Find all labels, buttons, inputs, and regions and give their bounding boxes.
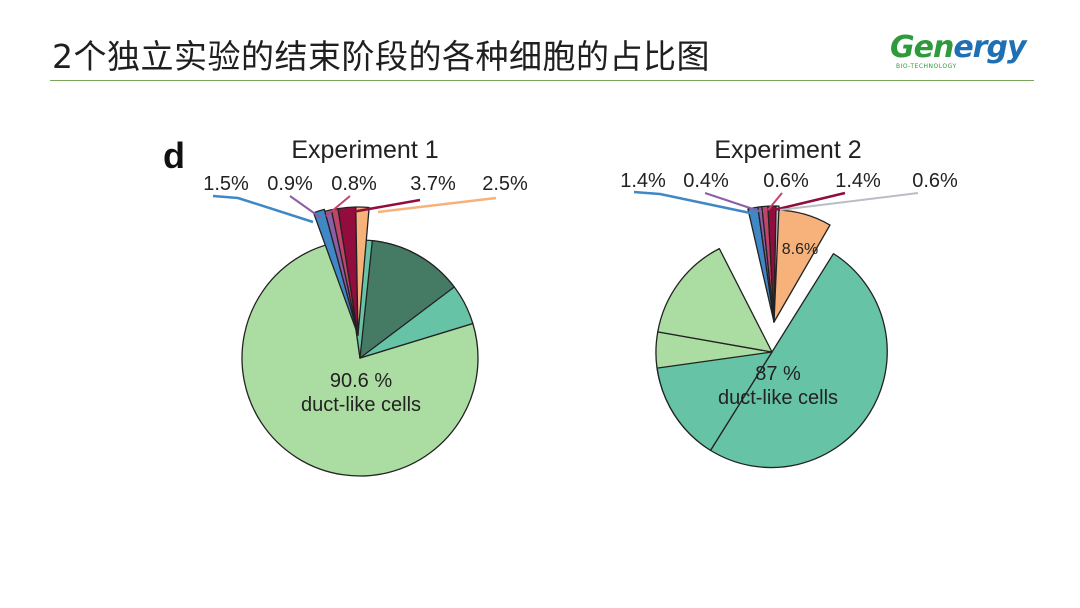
slice-label: 1.4% xyxy=(835,170,881,192)
experiment-1-chart: Experiment 1 1.5% 0.9% 0.8% 3.7% 2.5% 90… xyxy=(203,136,528,477)
leader-line-1 xyxy=(212,194,314,224)
experiment-2-leader-lines xyxy=(633,190,919,216)
title-divider xyxy=(50,80,1034,81)
leader-line-2 xyxy=(704,192,763,213)
leader-line-5 xyxy=(779,192,919,211)
inner-slice-label: 8.6% xyxy=(782,241,818,258)
slice-label: 3.7% xyxy=(410,173,456,195)
slice-extra xyxy=(657,247,773,353)
leader-line-2 xyxy=(289,195,322,219)
slice-label: 0.9% xyxy=(267,173,313,195)
chart-title: Experiment 2 xyxy=(714,136,861,164)
center-value: 87 % xyxy=(755,363,801,385)
slice-label: 1.4% xyxy=(620,170,666,192)
leader-line-4 xyxy=(351,198,421,214)
experiment-2-labels: 1.4% 0.4% 0.6% 1.4% 0.6% xyxy=(620,170,958,192)
chart-title: Experiment 1 xyxy=(291,136,438,164)
slice-main xyxy=(656,351,773,452)
slice-label: 0.6% xyxy=(912,170,958,192)
slice-small-5 xyxy=(355,206,370,336)
slice-label: 2.5% xyxy=(482,173,528,195)
center-text: duct-like cells xyxy=(718,387,838,409)
slice-main xyxy=(709,252,888,469)
slice-label: 1.5% xyxy=(203,173,249,195)
company-logo: Genergy BIO-TECHNOLOGY xyxy=(890,30,1040,76)
experiment-2-chart: Experiment 2 1.4% 0.4% 0.6% 1.4% 0.6% 8.… xyxy=(620,136,958,469)
experiment-1-slices xyxy=(241,206,479,477)
slice-label: 0.6% xyxy=(763,170,809,192)
panel-label: d xyxy=(163,135,185,176)
logo-text-accent: ergy xyxy=(953,30,1026,65)
leader-line-5 xyxy=(377,196,497,214)
experiment-1-labels: 1.5% 0.9% 0.8% 3.7% 2.5% xyxy=(203,173,528,195)
logo-text-main: Gen xyxy=(890,30,954,65)
leader-line-3 xyxy=(325,195,351,217)
slice-small-5 xyxy=(773,205,780,323)
leader-line-1 xyxy=(633,190,756,216)
experiment-1-leader-lines xyxy=(212,194,497,224)
leader-line-4 xyxy=(773,191,846,212)
center-text: duct-like cells xyxy=(301,394,421,416)
center-value: 90.6 % xyxy=(330,370,392,392)
slice-label: 0.4% xyxy=(683,170,729,192)
leader-line-3 xyxy=(767,192,783,211)
slice-extra xyxy=(359,240,455,359)
logo-wordmark: Genergy xyxy=(890,30,1027,65)
slice-label: 0.8% xyxy=(331,173,377,195)
slide-title: 2个独立实验的结束阶段的各种细胞的占比图 xyxy=(52,37,710,76)
experiment-2-slices xyxy=(655,205,888,469)
logo-subtitle: BIO-TECHNOLOGY xyxy=(896,63,957,70)
